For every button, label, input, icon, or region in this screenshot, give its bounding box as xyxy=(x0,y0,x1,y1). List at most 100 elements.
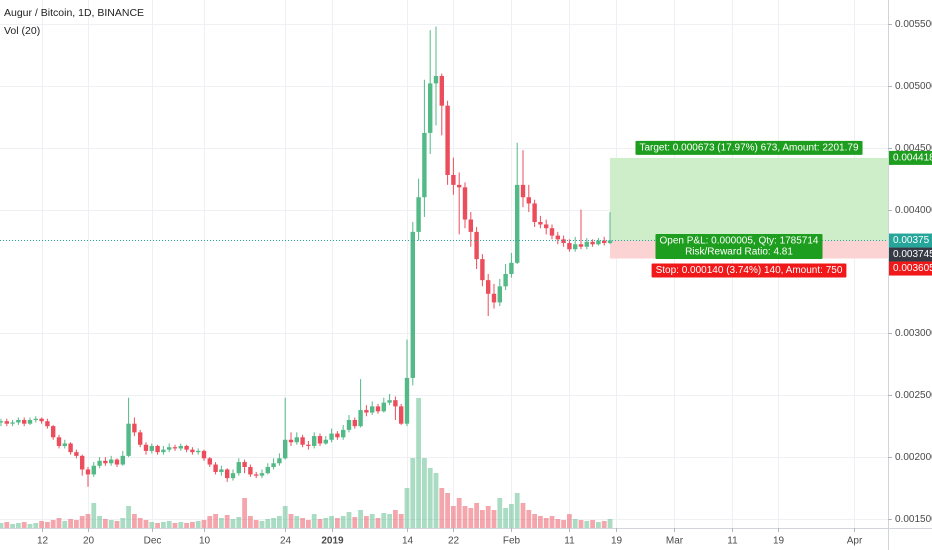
candle-body xyxy=(485,280,491,294)
candle-body xyxy=(132,423,137,433)
volume-bar xyxy=(416,398,421,528)
volume-bar xyxy=(346,512,352,528)
candle-body xyxy=(230,473,236,479)
candle-body xyxy=(590,241,595,245)
pnl-label-text: Open P&L: 0.000005, Qty: 1785714 xyxy=(659,236,818,247)
candle-body xyxy=(398,406,404,424)
volume-bar xyxy=(334,518,340,528)
volume-bar xyxy=(479,510,485,528)
candle-body xyxy=(340,429,346,438)
candle-body xyxy=(317,436,323,444)
candle-body xyxy=(346,419,352,430)
candle-body xyxy=(543,224,549,229)
x-tick-label: 22 xyxy=(448,536,460,547)
volume-bar xyxy=(398,514,404,528)
candle-body xyxy=(358,410,363,427)
candle-body xyxy=(56,437,62,446)
last-price-label-text: 0.00375 xyxy=(893,235,930,246)
candle-body xyxy=(259,473,265,476)
candle-body xyxy=(323,439,328,444)
candle-body xyxy=(4,421,9,424)
candle-body xyxy=(555,235,560,240)
volume-bar xyxy=(491,510,497,528)
candle-body xyxy=(329,433,334,440)
volume-bar xyxy=(532,514,537,528)
volume-bar xyxy=(485,506,491,528)
candle-body xyxy=(155,445,160,453)
volume-bar xyxy=(497,498,503,528)
candle-body xyxy=(149,445,154,451)
x-tick-label: Apr xyxy=(847,536,863,547)
candle-body xyxy=(514,184,520,263)
candle-body xyxy=(271,463,276,467)
volume-bar xyxy=(282,506,288,528)
volume-bar xyxy=(44,522,50,528)
candle-body xyxy=(236,462,241,474)
candle-body xyxy=(294,437,299,443)
volume-bar xyxy=(33,523,39,528)
target-label: Target: 0.000673 (17.97%) 673, Amount: 2… xyxy=(635,140,863,155)
candle-body xyxy=(497,286,502,303)
target-label-text: Target: 0.000673 (17.97%) 673, Amount: 2… xyxy=(639,143,858,154)
candle-body xyxy=(85,469,91,475)
candle-body xyxy=(213,464,218,472)
candle-body xyxy=(120,455,125,465)
candles xyxy=(0,26,613,487)
volume-bar xyxy=(50,520,56,528)
volume-bar xyxy=(526,510,532,528)
volume-bar xyxy=(369,514,375,528)
x-tick-label: Mar xyxy=(666,536,684,547)
volume-bar xyxy=(178,522,184,528)
volume-bar xyxy=(224,515,230,528)
volume-bar xyxy=(201,520,207,528)
volume-bar xyxy=(427,468,433,528)
volume-bar xyxy=(311,514,317,528)
volume-bar xyxy=(445,493,450,528)
volume-bar xyxy=(323,518,329,528)
candle-body xyxy=(462,187,468,220)
x-tick-label: 12 xyxy=(37,536,49,547)
candle-body xyxy=(369,406,375,413)
x-tick-label: 2019 xyxy=(321,536,344,547)
volume-bar xyxy=(572,519,578,528)
candle-body xyxy=(288,439,294,443)
candle-body xyxy=(526,197,531,204)
candle-body xyxy=(607,240,613,244)
candle-body xyxy=(306,444,311,446)
candle-body xyxy=(178,445,183,449)
candle-body xyxy=(143,444,149,451)
candle-body xyxy=(561,239,566,244)
volume-bar xyxy=(410,458,416,528)
volume-bar xyxy=(294,516,300,528)
candle-body xyxy=(190,449,195,453)
target-price-label-text: 0.004418 xyxy=(893,153,932,164)
volume-bar xyxy=(27,524,33,528)
candle-body xyxy=(474,231,479,260)
volume-bar xyxy=(56,518,62,528)
volume-bar xyxy=(590,520,595,528)
candle-body xyxy=(114,459,120,465)
volume-bar xyxy=(508,504,514,528)
target-label-bg xyxy=(635,140,863,155)
x-tick-label: 24 xyxy=(280,536,292,547)
volume-bar xyxy=(537,516,543,528)
candle-body xyxy=(427,83,433,133)
volume-bar xyxy=(10,524,15,528)
candle-body xyxy=(137,432,143,445)
x-tick-label: 19 xyxy=(611,536,623,547)
x-tick-label: Feb xyxy=(503,536,521,547)
volume-bar xyxy=(184,523,189,528)
candle-body xyxy=(410,231,415,378)
volume-bar xyxy=(392,510,398,528)
candle-body xyxy=(103,460,108,464)
target-price-label-bg xyxy=(889,150,932,165)
candle-body xyxy=(468,219,473,232)
candle-body xyxy=(172,447,178,449)
